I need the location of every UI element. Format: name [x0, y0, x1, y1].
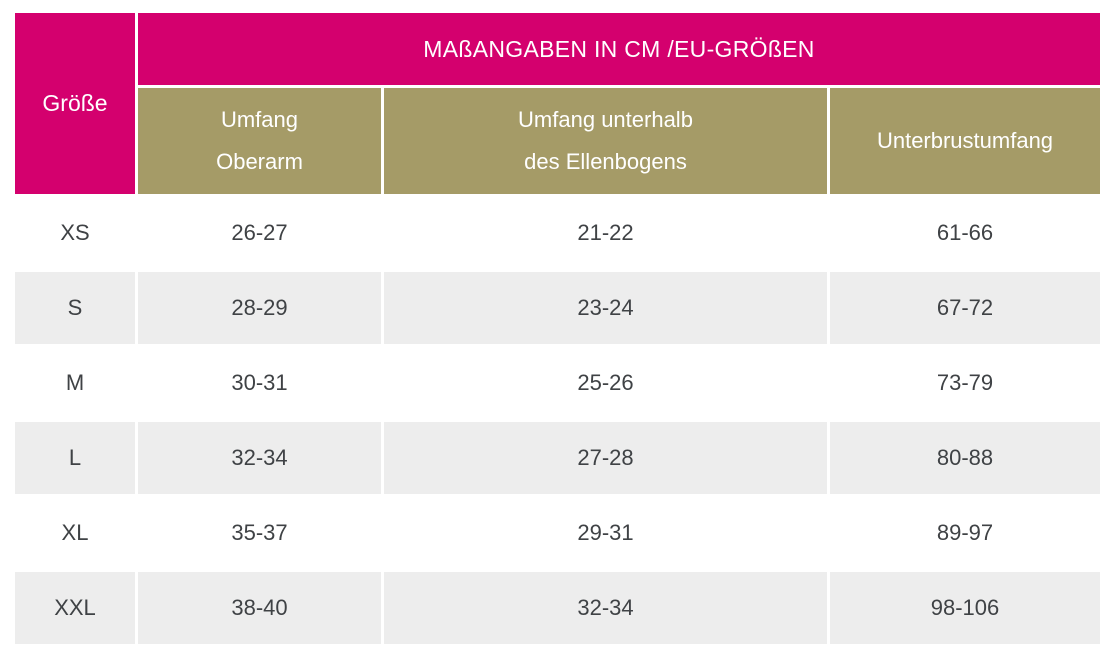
value-cell-umfang-unterhalb: 27-28 [384, 422, 827, 494]
value-cell-unterbrustumfang: 67-72 [830, 272, 1100, 344]
size-cell: S [15, 272, 135, 344]
column-header-umfang-unterhalb-ellenbogens: Umfang unterhalb des Ellenbogens [384, 88, 827, 194]
value-cell-umfang-oberarm: 35-37 [138, 497, 381, 569]
column-header-umfang-oberarm: Umfang Oberarm [138, 88, 381, 194]
value-cell-unterbrustumfang: 80-88 [830, 422, 1100, 494]
column-header-line: Unterbrustumfang [876, 128, 1054, 153]
value-cell-umfang-oberarm: 30-31 [138, 347, 381, 419]
value-cell-umfang-unterhalb: 23-24 [384, 272, 827, 344]
size-cell: XL [15, 497, 135, 569]
value-cell-umfang-oberarm: 32-34 [138, 422, 381, 494]
value-cell-umfang-unterhalb: 29-31 [384, 497, 827, 569]
value-cell-umfang-unterhalb: 21-22 [384, 197, 827, 269]
column-header-line: Umfang unterhalb [518, 107, 693, 132]
column-header-line: Oberarm [216, 149, 303, 174]
value-cell-umfang-oberarm: 28-29 [138, 272, 381, 344]
value-cell-umfang-unterhalb: 32-34 [384, 572, 827, 644]
column-header-line: Umfang [220, 107, 299, 132]
corner-header-groesse: Größe [15, 13, 135, 194]
size-table: Größe MAßANGABEN IN CM /EU-GRÖßEN Umfang… [15, 13, 1100, 644]
size-cell: XS [15, 197, 135, 269]
size-cell: XXL [15, 572, 135, 644]
value-cell-unterbrustumfang: 61-66 [830, 197, 1100, 269]
column-header-line: des Ellenbogens [524, 149, 687, 174]
banner-header: MAßANGABEN IN CM /EU-GRÖßEN [138, 13, 1100, 85]
value-cell-unterbrustumfang: 73-79 [830, 347, 1100, 419]
size-cell: M [15, 347, 135, 419]
value-cell-unterbrustumfang: 89-97 [830, 497, 1100, 569]
value-cell-unterbrustumfang: 98-106 [830, 572, 1100, 644]
column-header-unterbrustumfang: Unterbrustumfang [830, 88, 1100, 194]
value-cell-umfang-unterhalb: 25-26 [384, 347, 827, 419]
value-cell-umfang-oberarm: 26-27 [138, 197, 381, 269]
size-cell: L [15, 422, 135, 494]
value-cell-umfang-oberarm: 38-40 [138, 572, 381, 644]
